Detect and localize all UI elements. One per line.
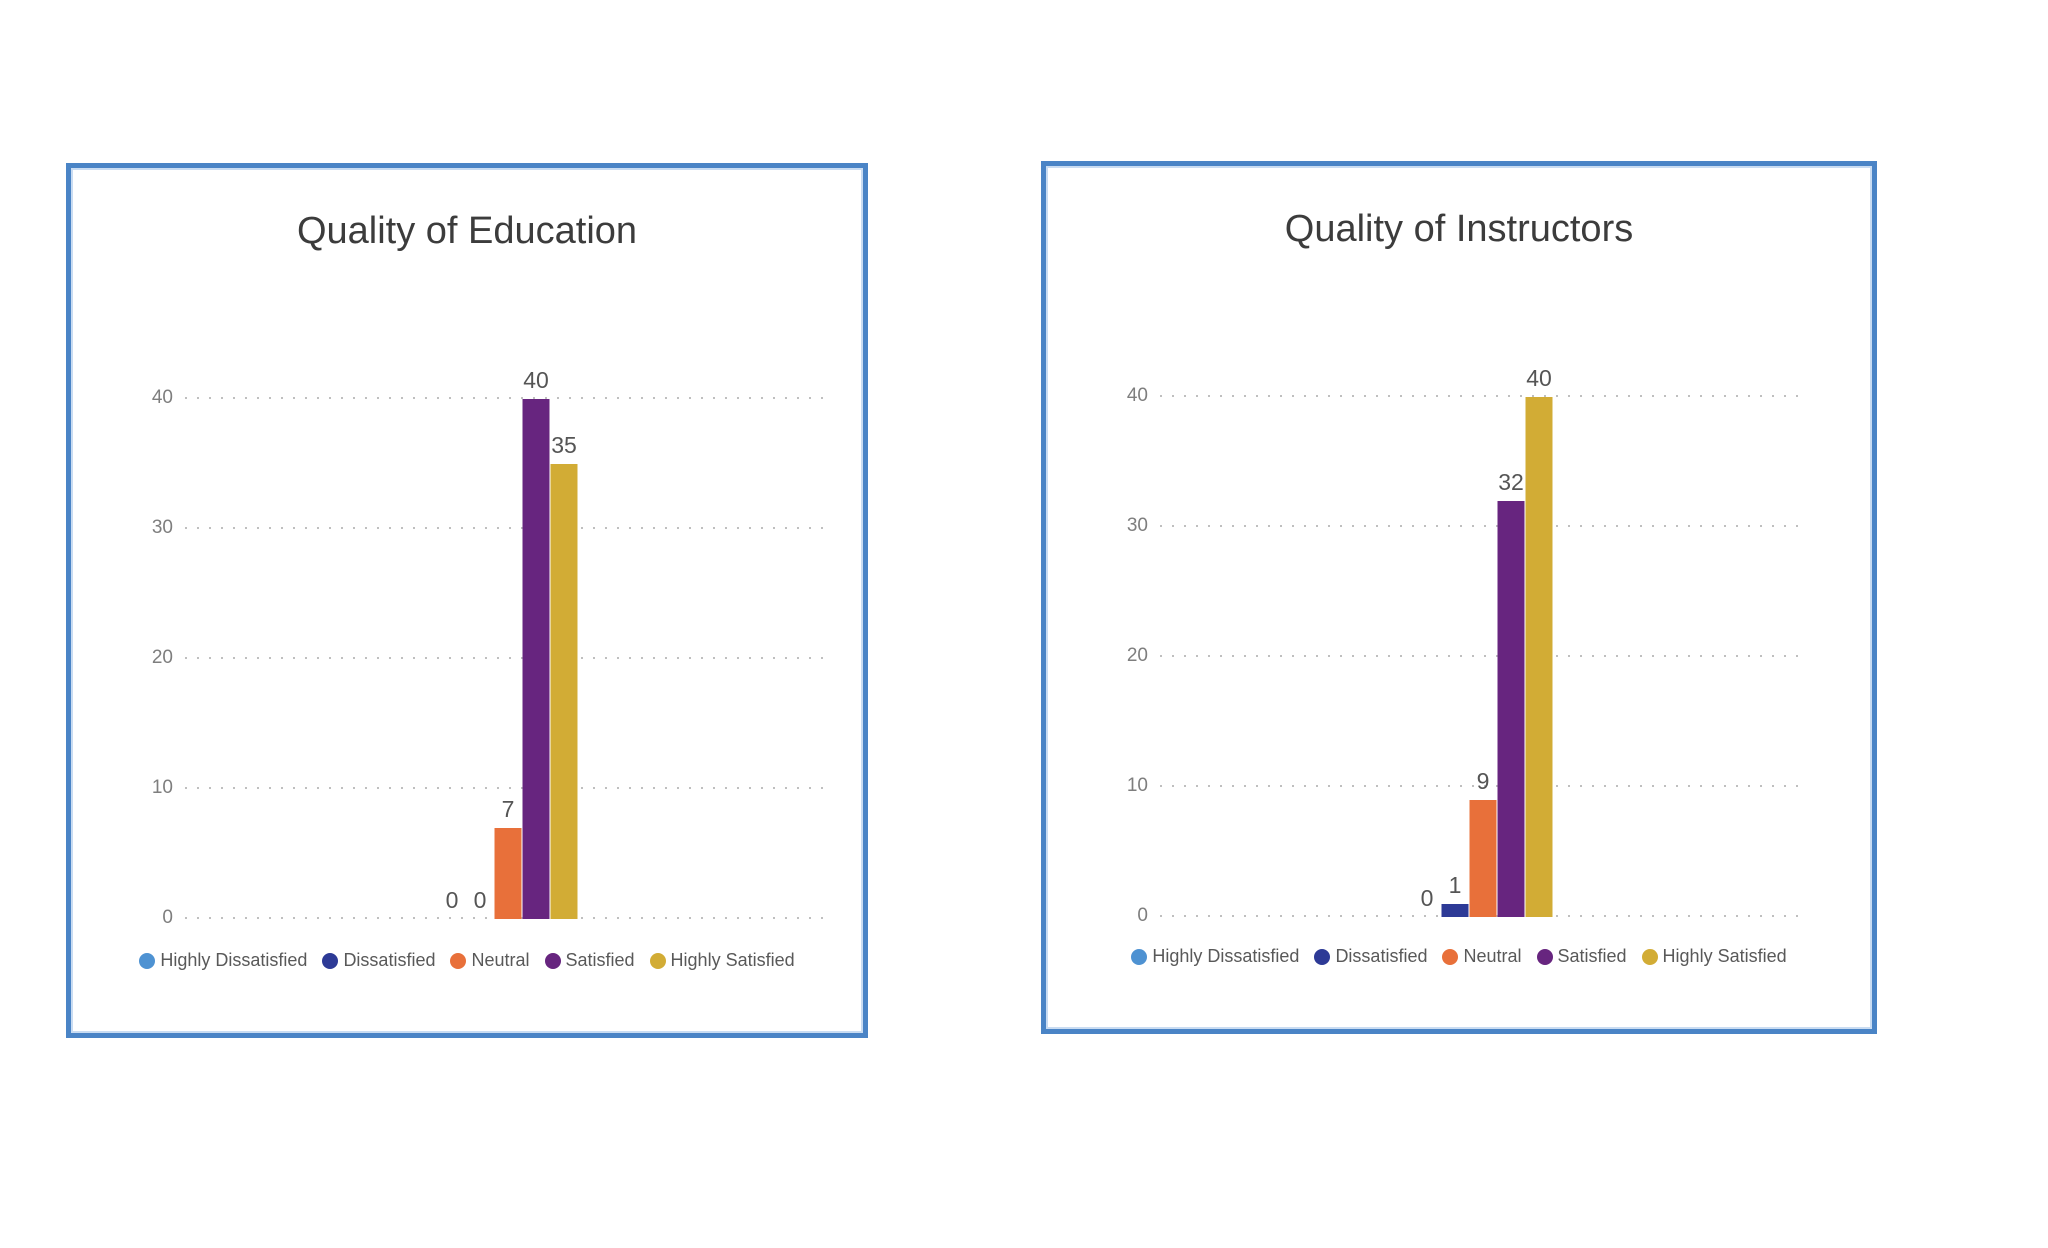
legend-dot-icon — [139, 952, 156, 969]
bar-neutral: 7 — [494, 796, 522, 919]
bar-satisfied: 32 — [1497, 469, 1525, 917]
gridline — [185, 657, 831, 659]
legend-item: Satisfied — [1536, 946, 1627, 967]
y-axis-tick-label: 40 — [151, 387, 173, 408]
chart-title: Quality of Instructors — [1284, 208, 1634, 250]
legend-label: Satisfied — [565, 950, 635, 970]
legend-item: Dissatisfied — [1314, 946, 1427, 967]
legend-label: Highly Satisfied — [670, 950, 795, 970]
legend-item: Highly Satisfied — [649, 950, 795, 971]
legend-item: Neutral — [450, 950, 530, 971]
legend-dot-icon — [1314, 948, 1331, 965]
legend-label: Highly Dissatisfied — [160, 950, 308, 970]
y-axis: 0 10 20 30 40 — [1046, 385, 1148, 926]
bar-cluster: 0 1 9 32 40 — [1414, 365, 1553, 917]
legend-label: Neutral — [471, 950, 530, 970]
y-axis-tick-label: 30 — [1126, 515, 1148, 536]
bar-highly-satisfied: 35 — [550, 432, 578, 919]
data-label: 0 — [473, 887, 487, 913]
bar-dissatisfied: 1 — [1441, 872, 1469, 917]
legend: Highly Dissatisfied Dissatisfied Neutral Sa… — [1046, 946, 1872, 967]
y-axis-tick-label: 10 — [1126, 775, 1148, 796]
legend-label: Highly Dissatisfied — [1152, 946, 1300, 966]
legend-dot-icon — [450, 952, 467, 969]
legend-item: Highly Dissatisfied — [1131, 946, 1299, 967]
y-axis-tick-label: 30 — [151, 517, 173, 538]
quality-of-instructors-chart[interactable]: Quality of Instructors 0 10 20 30 40 0 1 9 32 40… — [1041, 161, 1877, 1034]
gridline — [1160, 655, 1806, 657]
data-label: 9 — [1476, 768, 1490, 794]
data-label: 32 — [1498, 469, 1524, 495]
y-axis-tick-label: 20 — [1126, 645, 1148, 666]
data-label: 35 — [551, 432, 577, 458]
legend-item: Satisfied — [544, 950, 635, 971]
gridline — [185, 527, 831, 529]
plot-area: 0 0 7 40 35 — [185, 367, 831, 919]
data-label: 1 — [1448, 872, 1462, 898]
y-axis-tick-label: 0 — [162, 907, 173, 928]
legend-dot-icon — [544, 952, 561, 969]
y-axis: 0 10 20 30 40 — [71, 387, 173, 928]
gridline — [1160, 395, 1806, 397]
legend-dot-icon — [1131, 948, 1148, 965]
gridline — [1160, 785, 1806, 787]
gridline — [185, 787, 831, 789]
legend-item: Highly Satisfied — [1641, 946, 1787, 967]
data-label: 40 — [523, 367, 549, 393]
data-label: 0 — [445, 887, 459, 913]
legend-item: Neutral — [1442, 946, 1522, 967]
gridline — [1160, 525, 1806, 527]
bar-neutral: 9 — [1469, 768, 1497, 917]
legend-label: Dissatisfied — [1335, 946, 1428, 966]
legend-item: Dissatisfied — [322, 950, 435, 971]
bar-satisfied: 40 — [522, 367, 550, 919]
y-axis-tick-label: 10 — [151, 777, 173, 798]
plot-area: 0 1 9 32 40 — [1160, 365, 1806, 917]
legend-dot-icon — [1641, 948, 1658, 965]
legend-dot-icon — [649, 952, 666, 969]
gridline — [185, 397, 831, 399]
data-label: 40 — [1526, 365, 1552, 391]
legend: Highly Dissatisfied Dissatisfied Neutral Sa… — [71, 950, 863, 971]
legend-label: Neutral — [1463, 946, 1522, 966]
legend-dot-icon — [1442, 948, 1459, 965]
y-axis-tick-label: 40 — [1126, 385, 1148, 406]
y-axis-tick-label: 20 — [151, 647, 173, 668]
bar-highly-satisfied: 40 — [1525, 365, 1553, 917]
legend-label: Dissatisfied — [343, 950, 436, 970]
bar-cluster: 0 0 7 40 35 — [439, 367, 578, 919]
legend-label: Highly Satisfied — [1662, 946, 1787, 966]
legend-dot-icon — [322, 952, 339, 969]
data-label: 7 — [501, 796, 515, 822]
legend-label: Satisfied — [1557, 946, 1627, 966]
chart-title: Quality of Education — [296, 210, 638, 252]
legend-dot-icon — [1536, 948, 1553, 965]
quality-of-education-chart[interactable]: Quality of Education 0 10 20 30 40 0 0 7 40 35 H… — [66, 163, 868, 1038]
data-label: 0 — [1420, 885, 1434, 911]
legend-item: Highly Dissatisfied — [139, 950, 307, 971]
y-axis-tick-label: 0 — [1137, 905, 1148, 926]
